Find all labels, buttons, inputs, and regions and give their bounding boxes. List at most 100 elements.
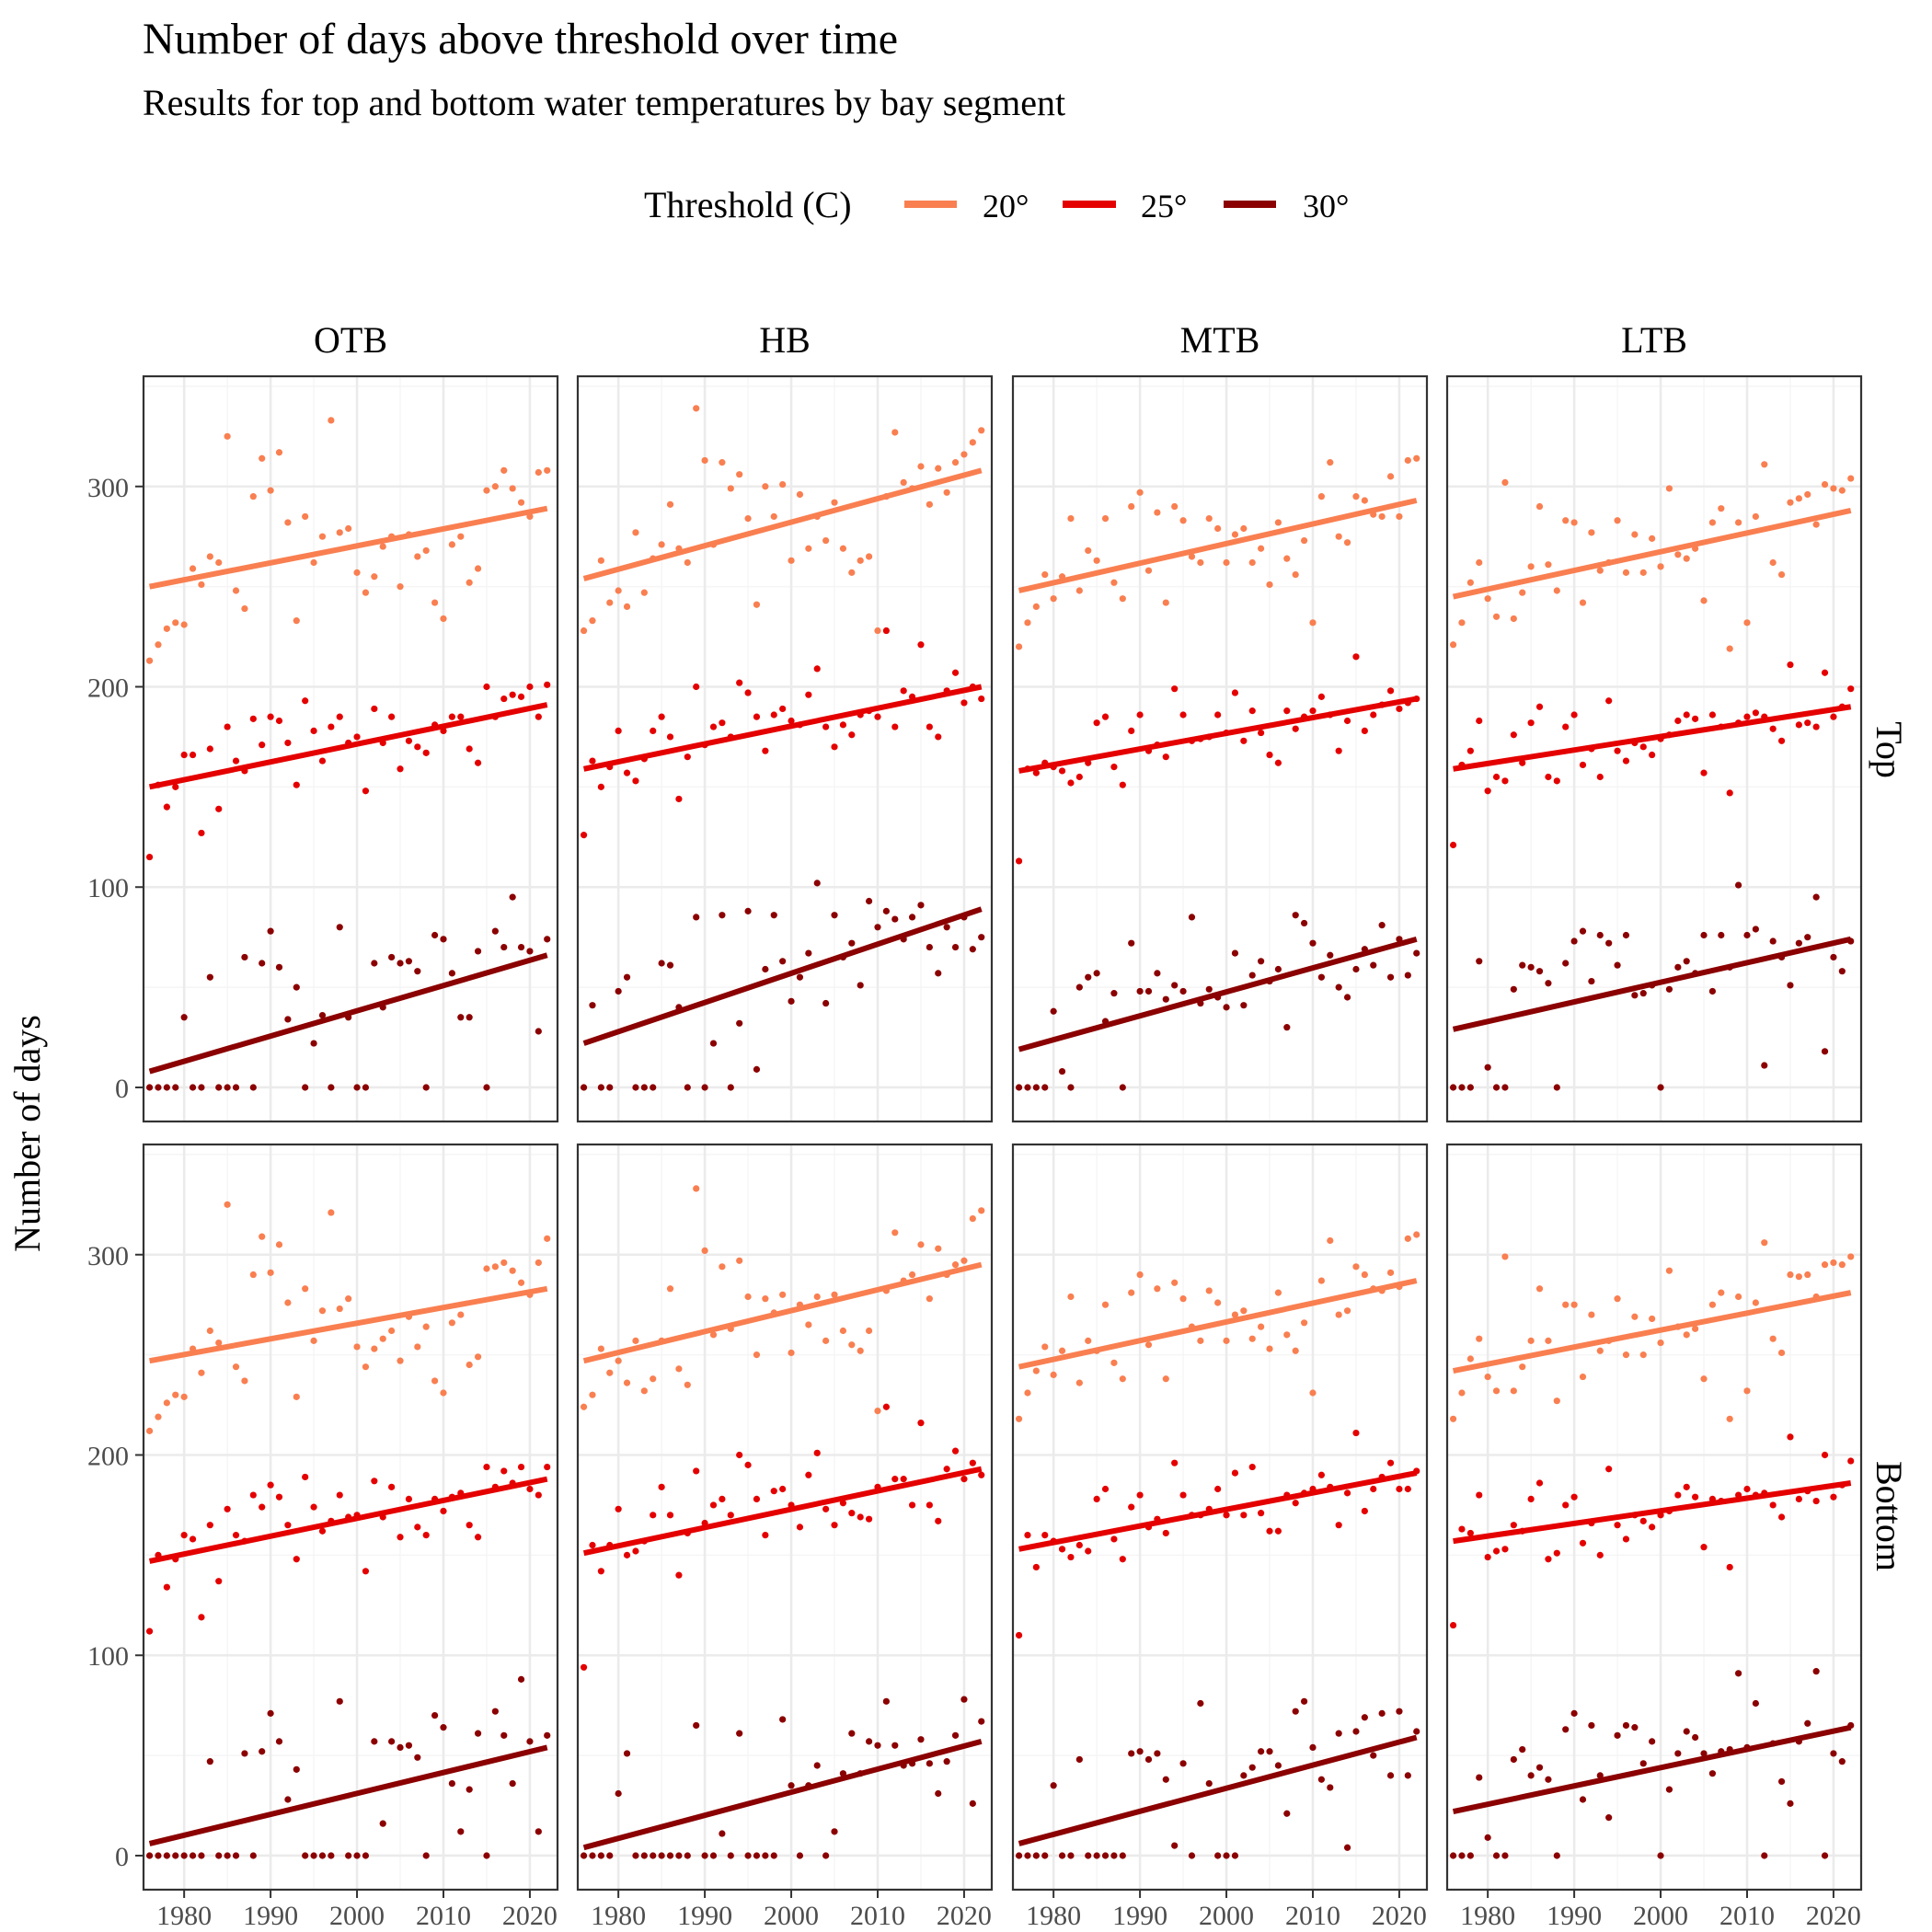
point-hb-top-25: [623, 769, 631, 776]
legend-label-20: 20°: [983, 188, 1029, 224]
point-hb-top-25: [650, 727, 657, 735]
point-hb-bottom-20: [805, 1321, 812, 1328]
point-mtb-bottom-30: [1258, 1748, 1265, 1755]
point-hb-top-25: [719, 719, 726, 727]
point-otb-bottom-20: [155, 1413, 162, 1420]
point-mtb-bottom-30: [1343, 1844, 1351, 1851]
point-hb-top-20: [874, 627, 881, 635]
point-mtb-bottom-25: [1258, 1510, 1265, 1517]
point-ltb-bottom-30: [1492, 1852, 1501, 1859]
point-hb-top-20: [666, 500, 674, 508]
point-hb-bottom-25: [813, 1449, 821, 1456]
point-ltb-top-30: [1484, 1064, 1491, 1071]
point-ltb-top-20: [1579, 599, 1587, 606]
point-otb-top-30: [275, 963, 283, 971]
x-tick-label: 1990: [243, 1901, 298, 1931]
point-hb-bottom-25: [736, 1451, 743, 1459]
point-hb-bottom-25: [969, 1459, 976, 1466]
point-mtb-top-25: [1162, 753, 1169, 761]
point-hb-top-25: [762, 747, 769, 754]
point-hb-bottom-30: [580, 1852, 588, 1859]
point-hb-bottom-30: [788, 1782, 795, 1789]
point-mtb-top-30: [1093, 970, 1100, 977]
point-mtb-top-20: [1015, 643, 1023, 650]
point-mtb-top-30: [1085, 973, 1092, 981]
point-hb-bottom-30: [926, 1760, 933, 1767]
point-ltb-top-30: [1821, 1048, 1829, 1055]
point-ltb-bottom-25: [1639, 1517, 1647, 1524]
point-otb-bottom-30: [249, 1852, 257, 1859]
point-ltb-bottom-20: [1449, 1415, 1457, 1422]
point-mtb-top-25: [1266, 751, 1273, 759]
point-mtb-top-20: [1352, 493, 1360, 500]
point-otb-bottom-25: [318, 1527, 327, 1535]
point-ltb-top-30: [1588, 977, 1595, 985]
point-ltb-top-30: [1734, 881, 1742, 889]
x-tick-label: 2020: [502, 1901, 558, 1931]
point-hb-bottom-20: [779, 1291, 787, 1298]
point-mtb-bottom-30: [1413, 1728, 1420, 1735]
point-ltb-top-30: [1596, 931, 1604, 939]
point-ltb-top-25: [1708, 711, 1717, 719]
point-ltb-bottom-30: [1527, 1772, 1535, 1779]
point-ltb-top-30: [1501, 1084, 1509, 1091]
point-mtb-bottom-20: [1110, 1359, 1118, 1366]
point-mtb-top-30: [1041, 1084, 1049, 1091]
point-mtb-bottom-30: [1179, 1760, 1187, 1767]
point-hb-top-20: [779, 480, 787, 489]
y-tick-label: 300: [87, 473, 129, 503]
point-mtb-top-30: [1335, 983, 1342, 991]
point-hb-bottom-20: [632, 1337, 639, 1344]
point-ltb-top-20: [1761, 461, 1768, 468]
point-mtb-bottom-25: [1370, 1485, 1377, 1493]
point-hb-bottom-30: [650, 1852, 657, 1859]
panel-otb-bottom: [142, 1143, 559, 1892]
point-ltb-bottom-20: [1804, 1271, 1811, 1279]
point-ltb-bottom-25: [1562, 1501, 1570, 1509]
point-ltb-bottom-25: [1683, 1483, 1690, 1490]
point-hb-bottom-30: [831, 1828, 838, 1835]
point-ltb-top-20: [1484, 595, 1491, 603]
point-mtb-bottom-25: [1024, 1531, 1031, 1539]
point-otb-bottom-20: [491, 1263, 499, 1271]
point-ltb-top-30: [1761, 1062, 1768, 1069]
point-ltb-bottom-30: [1545, 1776, 1552, 1783]
point-hb-top-25: [580, 832, 588, 839]
point-otb-bottom-30: [448, 1779, 455, 1788]
point-mtb-top-30: [1386, 973, 1395, 981]
point-hb-bottom-20: [666, 1285, 674, 1293]
point-ltb-top-20: [1614, 517, 1621, 524]
panel-border: [1445, 374, 1863, 1123]
point-otb-top-20: [155, 641, 162, 649]
point-otb-top-20: [535, 468, 542, 477]
point-mtb-top-30: [1162, 995, 1169, 1003]
point-ltb-top-20: [1821, 480, 1829, 489]
point-hb-bottom-25: [762, 1531, 769, 1539]
point-hb-top-30: [727, 1084, 734, 1091]
point-otb-top-20: [544, 466, 551, 474]
point-ltb-top-20: [1449, 641, 1457, 649]
point-otb-bottom-30: [483, 1852, 490, 1859]
point-ltb-bottom-20: [1734, 1293, 1742, 1301]
point-otb-bottom-30: [189, 1852, 197, 1859]
panel-ltb-bottom: [1445, 1143, 1863, 1892]
point-hb-top-20: [606, 599, 614, 606]
point-mtb-top-25: [1231, 689, 1239, 696]
point-otb-top-30: [405, 958, 413, 965]
point-otb-top-20: [249, 493, 257, 500]
point-ltb-top-25: [1527, 719, 1535, 727]
point-otb-bottom-25: [388, 1483, 396, 1490]
point-ltb-top-25: [1579, 761, 1587, 769]
point-ltb-bottom-25: [1674, 1491, 1682, 1499]
point-ltb-bottom-25: [1535, 1479, 1544, 1487]
point-hb-top-30: [753, 1065, 761, 1073]
point-hb-bottom-20: [935, 1245, 942, 1252]
point-hb-top-20: [891, 429, 899, 436]
point-hb-bottom-25: [882, 1403, 890, 1410]
point-hb-top-25: [666, 733, 674, 741]
point-ltb-bottom-20: [1649, 1315, 1656, 1323]
point-otb-bottom-30: [198, 1852, 205, 1859]
point-otb-top-25: [535, 713, 542, 720]
point-otb-bottom-25: [249, 1491, 257, 1499]
point-otb-bottom-20: [267, 1269, 274, 1276]
